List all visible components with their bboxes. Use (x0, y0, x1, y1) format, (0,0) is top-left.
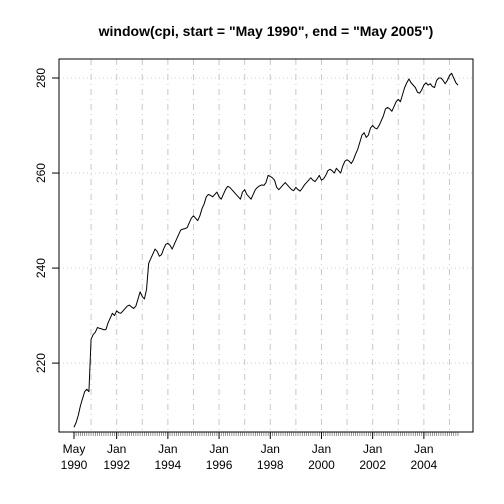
x-tick-label-month: Jan (107, 442, 126, 456)
x-tick-label-year: 1990 (61, 458, 88, 472)
minor-ticks (73, 432, 459, 436)
chart-title: window(cpi, start = "May 1990", end = "M… (98, 23, 434, 39)
plot-area-frame (58, 58, 474, 433)
y-tick-label: 220 (34, 353, 48, 373)
x-tick-label-year: 1998 (257, 458, 284, 472)
x-tick-label-month: Jan (209, 442, 228, 456)
x-tick-label-month: Jan (312, 442, 331, 456)
x-tick-label-year: 2004 (411, 458, 438, 472)
y-tick-label: 280 (34, 68, 48, 88)
x-tick-label-month: Jan (414, 442, 433, 456)
x-tick-label-month: May (63, 442, 86, 456)
y-tick-label: 240 (34, 258, 48, 278)
grid (59, 59, 473, 432)
x-tick-label-year: 2000 (308, 458, 335, 472)
x-tick-label-month: Jan (363, 442, 382, 456)
x-tick-label-month: Jan (261, 442, 280, 456)
series-layer (73, 72, 459, 428)
series-line (73, 72, 459, 428)
x-tick-label-year: 1996 (206, 458, 233, 472)
axes: May 1990 Jan 1992 Jan 1994 Jan 1996 Jan 1998 Jan 20… (34, 68, 438, 472)
x-tick-label-year: 1992 (103, 458, 130, 472)
x-tick-label-year: 2002 (359, 458, 386, 472)
y-tick-label: 260 (34, 163, 48, 183)
x-tick-label-month: Jan (158, 442, 177, 456)
x-tick-label-year: 1994 (155, 458, 182, 472)
